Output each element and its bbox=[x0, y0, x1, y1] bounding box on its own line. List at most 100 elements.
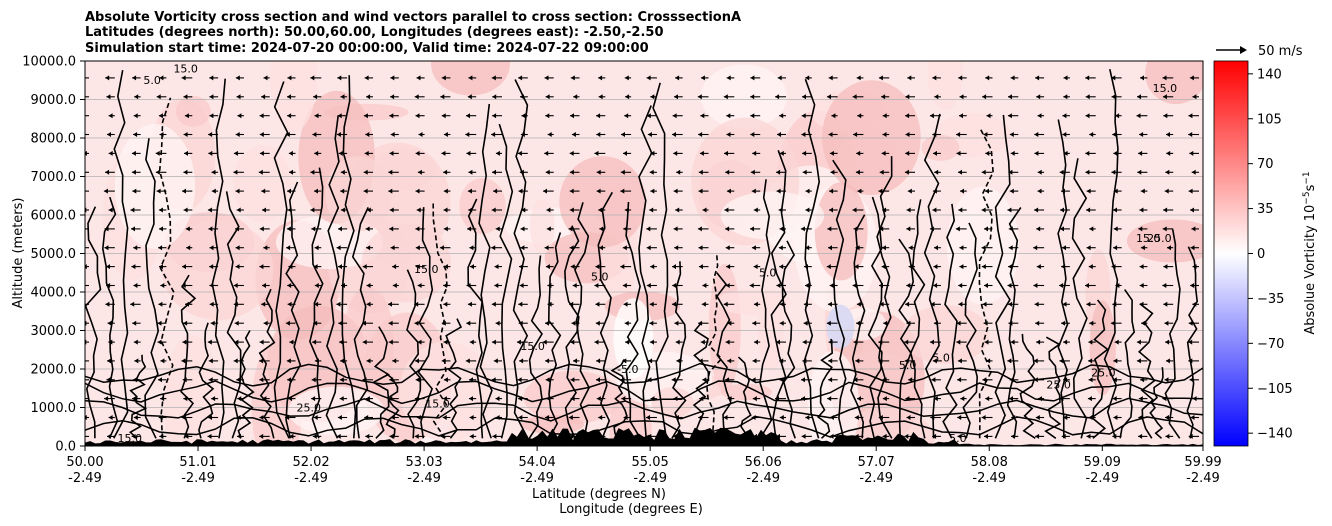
x-tick-label-lon: -2.49 bbox=[68, 471, 102, 486]
wind-vector-head bbox=[724, 150, 728, 156]
wind-vector-head bbox=[853, 132, 858, 137]
wind-vector-head bbox=[492, 94, 497, 100]
wind-vector-head bbox=[878, 188, 883, 194]
wind-vector-head bbox=[313, 415, 318, 420]
wind-vector-head bbox=[750, 169, 755, 175]
wind-vector-head bbox=[1010, 75, 1015, 81]
wind-vector-head bbox=[133, 245, 138, 251]
wind-vector-head bbox=[105, 169, 110, 175]
contour-line bbox=[942, 203, 958, 439]
wind-vector-head bbox=[365, 132, 370, 137]
wind-vector-head bbox=[414, 396, 419, 402]
wind-vector-head bbox=[595, 264, 600, 270]
wind-vector-head bbox=[1188, 320, 1193, 326]
wind-vector-head bbox=[236, 415, 241, 420]
wind-vector-head bbox=[313, 320, 318, 326]
wind-vector-head bbox=[340, 207, 345, 213]
wind-vector-head bbox=[1008, 264, 1013, 270]
wind-vector-head bbox=[1008, 301, 1013, 307]
wind-vector-head bbox=[904, 433, 909, 439]
wind-vector-head bbox=[233, 301, 238, 307]
wind-vector-head bbox=[133, 339, 138, 345]
wind-vector-head bbox=[466, 320, 471, 326]
wind-vector-head bbox=[752, 396, 757, 402]
wind-vector-head bbox=[491, 207, 496, 213]
wind-vector-head bbox=[186, 245, 191, 251]
wind-vector-head bbox=[985, 396, 990, 402]
wind-vector-head bbox=[1007, 283, 1012, 288]
wind-vector-head bbox=[908, 264, 913, 270]
wind-vector-head bbox=[106, 283, 111, 288]
wind-vector-head bbox=[981, 415, 986, 420]
wind-vector-head bbox=[392, 358, 397, 364]
wind-vector-head bbox=[673, 150, 678, 156]
wind-vector-head bbox=[1035, 320, 1040, 326]
wind-vector-head bbox=[802, 150, 807, 156]
wind-vector-head bbox=[1162, 396, 1167, 402]
wind-vector-head bbox=[779, 113, 784, 119]
wind-vector-head bbox=[1111, 75, 1116, 81]
wind-vector-head bbox=[853, 377, 858, 383]
wind-vector-head bbox=[882, 132, 887, 137]
wind-vector-head bbox=[958, 283, 963, 288]
wind-vector-head bbox=[829, 150, 834, 156]
wind-vector-head bbox=[337, 75, 342, 81]
contour-line bbox=[994, 114, 1011, 439]
wind-vector-head bbox=[1033, 358, 1038, 364]
wind-vector-head bbox=[157, 320, 162, 326]
wind-vector-head bbox=[958, 207, 963, 213]
wind-vector-head bbox=[857, 396, 861, 402]
wind-vector-head bbox=[1165, 415, 1169, 420]
wind-vector-head bbox=[775, 94, 780, 100]
wind-vector-head bbox=[233, 283, 238, 288]
wind-vector-head bbox=[647, 132, 652, 137]
wind-vector-head bbox=[598, 75, 603, 81]
wind-vector-head bbox=[879, 226, 884, 232]
wind-vector-head bbox=[388, 396, 393, 402]
wind-vector-head bbox=[1086, 207, 1091, 213]
contour-line bbox=[432, 202, 448, 439]
wind-vector-head bbox=[286, 226, 291, 232]
wind-vector-head bbox=[1162, 283, 1167, 288]
wind-vector-head bbox=[958, 301, 963, 307]
wind-vector-head bbox=[984, 226, 988, 232]
colorbar-tick-label: 140 bbox=[1257, 67, 1282, 82]
wind-vector-head bbox=[957, 377, 962, 383]
wind-vector-head bbox=[826, 264, 831, 270]
wind-vector-head bbox=[183, 94, 188, 100]
wind-vector-head bbox=[831, 113, 836, 119]
wind-vector-head bbox=[982, 94, 987, 100]
wind-vector-head bbox=[676, 358, 681, 364]
wind-vector-head bbox=[672, 301, 676, 307]
wind-vector-head bbox=[650, 264, 655, 270]
contour-label: 5.0 bbox=[949, 432, 967, 445]
contour-line bbox=[158, 97, 175, 439]
wind-vector-head bbox=[905, 301, 910, 307]
wind-vector-head bbox=[646, 245, 651, 251]
wind-vector-head bbox=[107, 132, 111, 137]
wind-vector-head bbox=[981, 169, 986, 175]
wind-vector-head bbox=[466, 150, 471, 156]
wind-vector-head bbox=[673, 188, 678, 194]
wind-vector-head bbox=[1166, 132, 1170, 137]
wind-vector-head bbox=[956, 339, 961, 345]
wind-vector-head bbox=[418, 132, 423, 137]
wind-vector-head bbox=[362, 377, 367, 383]
wind-vector-head bbox=[801, 377, 805, 383]
wind-vector-head bbox=[1111, 264, 1116, 270]
wind-vector-head bbox=[596, 188, 601, 194]
x-tick-label-lat: 50.00 bbox=[66, 455, 103, 470]
wind-vector-head bbox=[726, 264, 731, 270]
wind-vector-head bbox=[1190, 415, 1195, 420]
wind-vector-head bbox=[1086, 433, 1091, 439]
wind-vector-head bbox=[929, 113, 934, 119]
x-tick-label-lon: -2.49 bbox=[859, 471, 893, 486]
wind-vector-head bbox=[416, 415, 421, 420]
wind-vector-head bbox=[258, 169, 263, 175]
wind-vector-head bbox=[829, 433, 834, 439]
wind-vector-head bbox=[698, 415, 703, 420]
wind-vector-head bbox=[363, 169, 368, 175]
wind-vector-head bbox=[1192, 301, 1197, 307]
wind-vector-head bbox=[234, 339, 239, 345]
wind-vector-head bbox=[263, 320, 268, 326]
